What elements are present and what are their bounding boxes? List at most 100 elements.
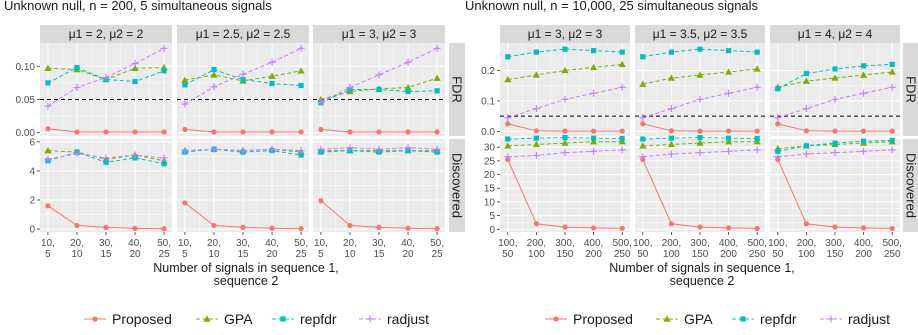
data-point-repfdr [298,82,304,89]
data-point-repfdr [533,135,539,141]
legend-key-marker [92,316,98,322]
data-point-proposed [269,129,275,135]
data-point-repfdr [505,136,511,142]
x-tick-label: 10, 5 [314,238,328,260]
data-point-proposed [74,129,80,135]
data-point-proposed [562,128,568,134]
data-point-repfdr [533,49,539,55]
data-point-radjust [860,89,868,97]
y-tick-label: 6 [29,137,35,148]
y-tick-label: 0 [29,225,35,236]
data-point-gpa [181,76,189,83]
data-point-gpa [561,66,569,74]
data-point-gpa [532,140,540,148]
y-tick-label: 0 [489,225,495,236]
data-point-proposed [640,121,646,127]
x-tick-label: 40, 20 [265,238,279,260]
row-strip-label: FDR [450,76,465,103]
data-point-proposed [591,128,597,134]
data-point-repfdr [832,140,838,146]
data-point-repfdr [889,61,895,67]
panel-strip [177,25,309,43]
x-tick-label: 50, 25 [294,238,308,260]
data-point-radjust [831,95,839,103]
data-point-repfdr [697,46,703,52]
data-point-radjust [317,145,325,153]
data-point-repfdr [697,135,703,141]
data-point-radjust [131,151,139,159]
data-point-repfdr [754,49,760,55]
data-point-proposed [591,225,597,231]
data-point-proposed [434,226,440,232]
x-tick-label: 20, 10 [207,238,221,260]
data-point-repfdr [640,136,646,142]
chart-title: Unknown null, n = 10,000, 25 simultaneou… [465,0,759,13]
data-point-repfdr [161,161,167,167]
row-strip [449,43,465,136]
data-point-gpa [504,142,512,149]
data-point-radjust [667,105,675,113]
data-point-radjust [404,58,412,66]
data-point-radjust [239,147,247,155]
data-point-gpa [590,63,598,71]
y-tick-label: 20 [484,170,496,181]
data-point-radjust [160,44,168,52]
data-point-repfdr [211,66,217,73]
panel-strip [635,25,765,43]
y-tick-label: 4 [29,166,35,177]
data-point-gpa [297,67,305,74]
y-tick-label: 0.1 [481,96,495,107]
data-point-radjust [802,105,810,113]
data-point-proposed [182,126,188,132]
x-axis-label: Number of signals in sequence 1, sequence… [609,261,795,288]
data-point-proposed [161,226,167,232]
row-strip [903,43,918,136]
data-point-gpa [268,72,276,79]
data-point-repfdr [269,80,275,87]
series-line-repfdr [184,69,302,86]
data-point-radjust [532,105,540,113]
data-point-radjust [160,154,168,162]
data-point-radjust [73,84,81,92]
data-point-repfdr [775,86,781,92]
data-point-repfdr [505,54,511,60]
panel-strip-label: μ1 = 2.5, μ2 = 2.5 [196,27,291,41]
data-point-radjust [73,150,81,158]
data-point-gpa [860,71,868,78]
data-point-radjust [639,114,647,122]
data-point-proposed [45,126,51,132]
data-point-repfdr [619,135,625,142]
y-tick-label: 0.05 [16,95,36,106]
data-point-proposed [347,129,353,135]
data-point-radjust [618,146,626,154]
data-point-proposed [754,225,760,232]
data-point-radjust [102,154,110,162]
x-tick-label: 200, 100 [797,238,816,260]
data-point-repfdr [591,48,597,54]
data-point-radjust [404,144,412,152]
data-point-radjust [888,83,896,91]
x-tick-label: 500, 250 [882,238,901,260]
data-point-proposed [505,121,511,127]
data-point-repfdr [74,64,80,71]
data-point-radjust [102,74,110,82]
y-tick-label: 2 [29,196,35,207]
data-point-radjust [696,149,704,157]
data-point-proposed [803,221,810,227]
data-point-gpa [618,60,626,68]
data-point-proposed [298,129,304,135]
data-point-radjust [618,83,626,91]
data-point-radjust [860,147,868,155]
legend-label: radjust [387,311,429,327]
y-tick-label: 0.2 [481,66,495,77]
legend-label: GPA [684,311,713,327]
data-point-repfdr [376,86,382,93]
data-point-radjust [210,145,218,153]
y-tick-label: 10 [484,197,496,208]
x-tick-label: 30, 15 [372,238,386,260]
data-point-proposed [861,225,867,231]
y-tick-label: 5 [489,211,495,222]
data-point-proposed [347,222,353,229]
data-point-radjust [268,145,276,153]
data-point-radjust [297,44,305,52]
